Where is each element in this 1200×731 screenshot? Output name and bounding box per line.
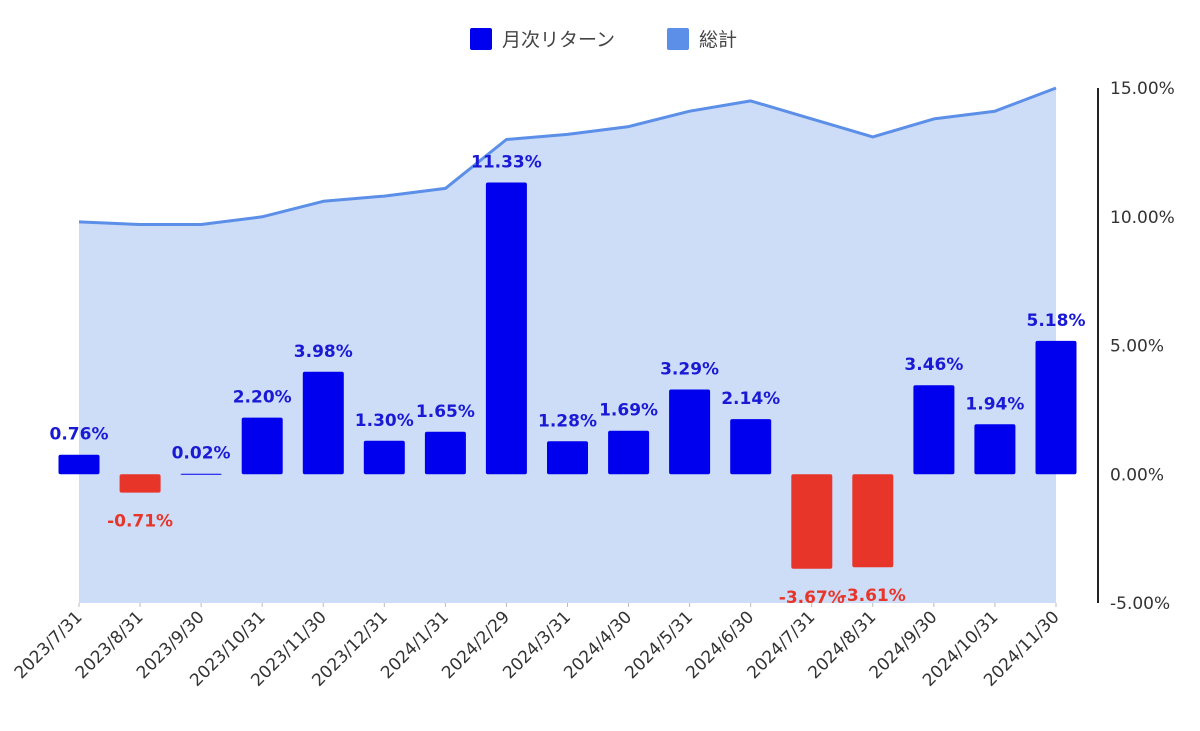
data-label-2024-11-30: 5.18% (1027, 311, 1086, 331)
x-axis: 2023/7/312023/8/312023/9/302023/10/31202… (11, 603, 1064, 691)
data-label-2023-9-30: 0.02% (172, 444, 231, 464)
legend-swatch-monthly-return (470, 28, 492, 50)
y-tick-label: -5.00% (1110, 594, 1170, 614)
monthly-return-bars (58, 182, 1077, 569)
legend: 月次リターン 総計 (470, 28, 737, 51)
bar-2024-6-30 (730, 419, 772, 475)
total-area-fill (79, 88, 1056, 603)
data-label-2024-7-31: -3.67% (779, 588, 845, 608)
data-label-2024-6-30: 2.14% (721, 389, 780, 409)
data-label-2024-2-29: 11.33% (471, 153, 542, 173)
y-tick-label: 15.00% (1110, 79, 1175, 99)
legend-label-total: 総計 (699, 29, 737, 51)
total-area-series (78, 86, 1057, 603)
bar-2024-3-31 (547, 441, 588, 475)
y-tick-label: 0.00% (1110, 465, 1164, 485)
data-label-2023-8-31: -0.71% (107, 512, 173, 532)
bar-2023-9-30 (180, 473, 222, 475)
legend-swatch-total (667, 28, 689, 50)
bar-2023-12-31 (363, 440, 405, 475)
bar-2024-11-30 (1035, 340, 1077, 475)
data-label-2023-7-31: 0.76% (50, 425, 109, 445)
data-label-2024-9-30: 3.46% (904, 355, 963, 375)
data-label-2024-5-31: 3.29% (660, 360, 719, 380)
bar-2024-9-30 (913, 385, 955, 475)
bar-2024-1-31 (424, 431, 466, 475)
bar-2024-8-31 (852, 474, 894, 568)
bar-2023-7-31 (58, 454, 100, 475)
y-tick-label: 10.00% (1110, 208, 1175, 228)
y-tick-label: 5.00% (1110, 337, 1164, 357)
data-label-2023-10-31: 2.20% (233, 388, 292, 408)
bar-2024-4-30 (608, 430, 650, 475)
data-label-2024-10-31: 1.94% (965, 394, 1024, 414)
bar-2024-5-31 (669, 389, 711, 475)
data-label-2024-8-31: -3.61% (840, 586, 906, 606)
data-label-2024-1-31: 1.65% (416, 402, 475, 422)
total-line (78, 86, 1057, 226)
bar-2023-11-30 (302, 371, 344, 475)
data-labels: 0.76% -0.71% 0.02% 2.20% 3.98% 1.30% 1.65% 11.3… (50, 153, 1086, 608)
bar-2023-10-31 (241, 417, 283, 475)
data-label-2024-4-30: 1.69% (599, 401, 658, 421)
data-label-2024-3-31: 1.28% (538, 411, 597, 431)
data-label-2023-11-30: 3.98% (294, 342, 353, 362)
bar-2024-10-31 (974, 424, 1016, 475)
data-label-2023-12-31: 1.30% (355, 411, 414, 431)
y-axis: 15.00% 10.00% 5.00% 0.00% -5.00% (1097, 79, 1175, 614)
legend-label-monthly-return: 月次リターン (502, 29, 615, 51)
bar-2024-2-29 (485, 182, 527, 475)
bar-2024-7-31 (791, 474, 833, 569)
bar-2023-8-31 (119, 474, 161, 493)
